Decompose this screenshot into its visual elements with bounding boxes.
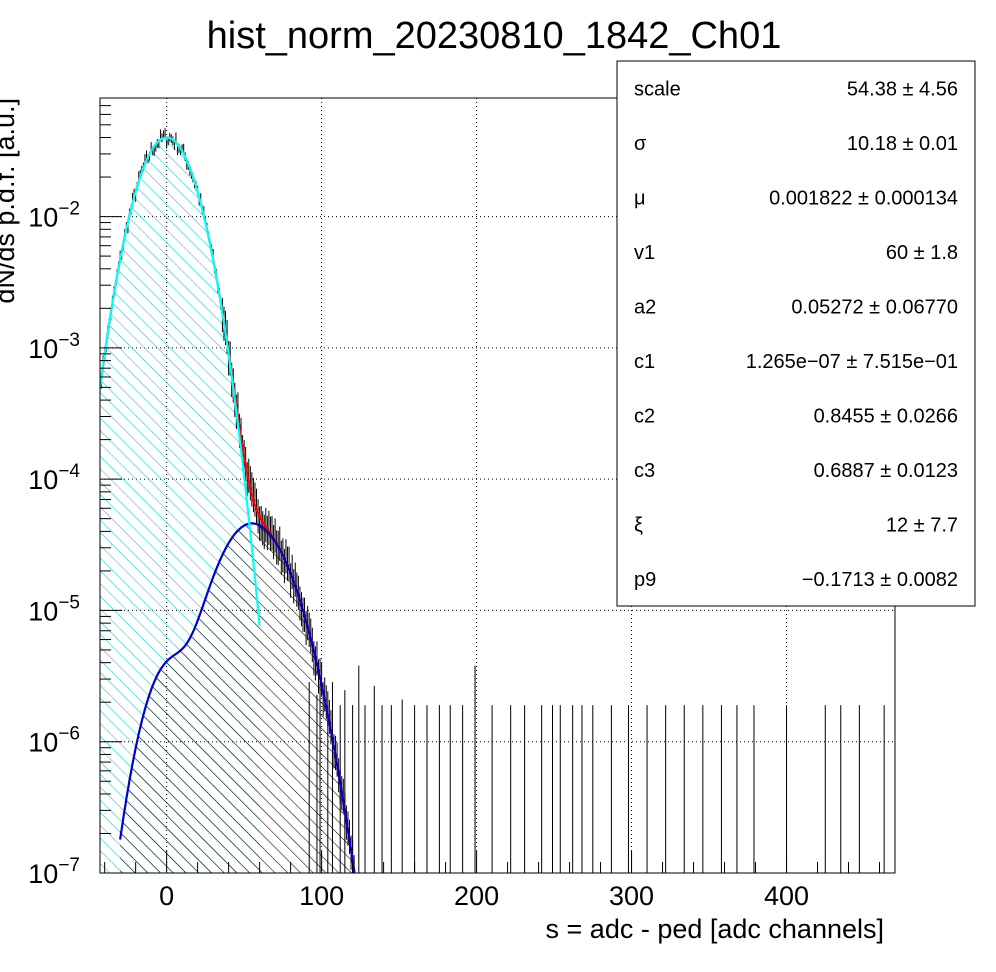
y-tick-label: 10−5: [28, 592, 80, 626]
y-axis-title: dN/ds p.d.f. [a.u.]: [0, 98, 20, 304]
stat-value: 12 ± 7.7: [886, 514, 958, 536]
stat-name: scale: [634, 78, 681, 100]
y-tick-label: 10−6: [28, 724, 80, 758]
stat-value: 54.38 ± 4.56: [847, 78, 958, 100]
stat-name: p9: [634, 569, 656, 591]
stat-name: v1: [634, 242, 655, 264]
x-tick-label: 100: [299, 881, 344, 911]
stat-name: μ: [634, 187, 646, 209]
fit-curves: [100, 136, 356, 873]
stat-value: 0.001822 ± 0.000134: [769, 187, 958, 209]
stat-value: 0.05272 ± 0.06770: [791, 296, 958, 318]
x-axis-title: s = adc - ped [adc channels]: [546, 914, 884, 944]
axis-ticks: [100, 97, 881, 874]
stat-name: a2: [634, 296, 656, 318]
x-tick-label: 0: [159, 881, 174, 911]
stats-box: scale 54.38 ± 4.56 σ 10.18 ± 0.01 μ 0.001822 …: [616, 60, 976, 607]
stat-name: ξ: [634, 514, 643, 536]
x-tick-label: 400: [764, 881, 809, 911]
y-tick-label: 10−2: [28, 199, 80, 233]
stats-box-frame: [616, 60, 976, 607]
signal-fit-curve: [119, 522, 356, 873]
y-tick-label: 10−7: [28, 855, 80, 889]
x-tick-label: 300: [609, 881, 654, 911]
stat-name: c3: [634, 460, 655, 482]
stat-value: 1.265e−07 ± 7.515e−01: [746, 351, 958, 373]
stat-value: 0.6887 ± 0.0123: [814, 460, 958, 482]
stat-name: c1: [634, 351, 655, 373]
x-tick-label: 200: [454, 881, 499, 911]
y-tick-labels: 10−7 10−6 10−5 10−4 10−3 10−2: [28, 199, 80, 889]
stat-name: σ: [634, 133, 647, 155]
x-tick-labels: 0 100 200 300 400: [159, 881, 809, 911]
stat-value: −0.1713 ± 0.0082: [802, 569, 958, 591]
y-tick-label: 10−4: [28, 461, 80, 495]
stat-name: c2: [634, 405, 655, 427]
pedestal-fit-curve: [100, 136, 261, 626]
stat-value: 0.8455 ± 0.0266: [814, 405, 958, 427]
stat-value: 60 ± 1.8: [886, 242, 958, 264]
chart-title: hist_norm_20230810_1842_Ch01: [207, 15, 782, 57]
stat-value: 10.18 ± 0.01: [847, 133, 958, 155]
y-tick-label: 10−3: [28, 330, 80, 364]
data-points: [101, 128, 885, 873]
